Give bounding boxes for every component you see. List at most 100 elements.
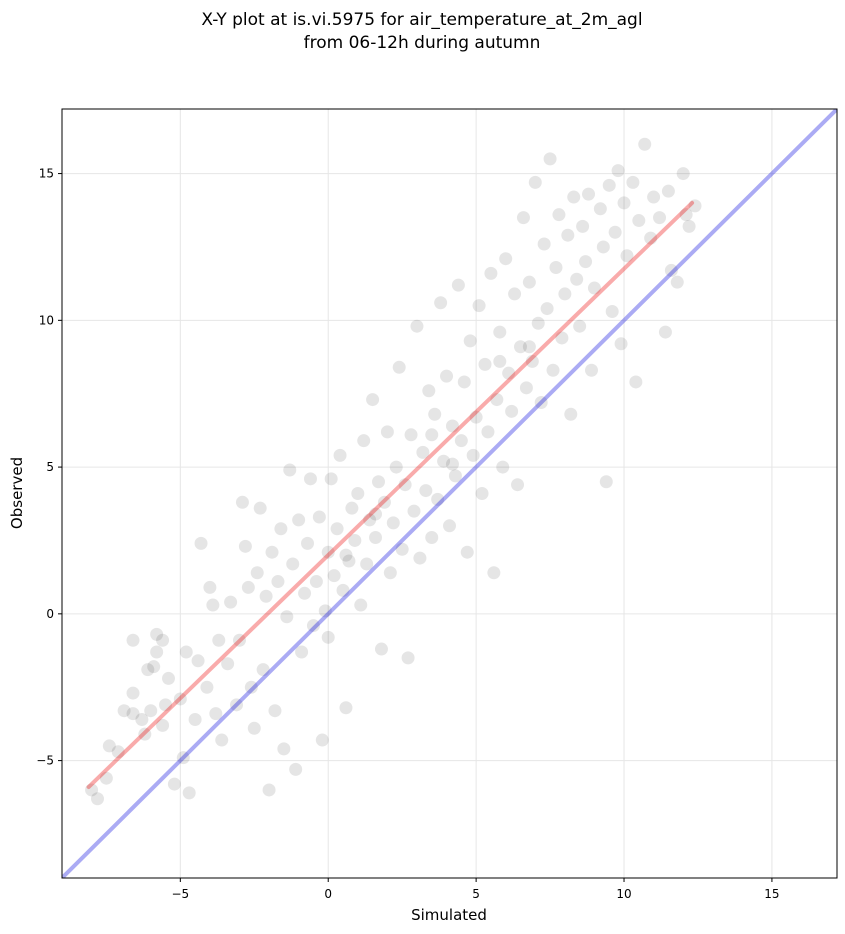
grid-lines: [62, 109, 837, 878]
data-point-71: [330, 522, 344, 536]
data-point-120: [475, 487, 489, 500]
data-point-165: [611, 164, 625, 178]
data-point-40: [241, 580, 255, 594]
data-point-146: [552, 208, 566, 222]
data-point-139: [531, 316, 545, 330]
data-point-183: [688, 199, 702, 213]
data-point-184: [425, 428, 439, 442]
data-point-10: [138, 727, 152, 741]
data-point-26: [191, 654, 205, 668]
data-point-154: [576, 219, 590, 233]
data-point-176: [658, 325, 672, 339]
data-point-66: [318, 604, 332, 618]
data-point-118: [469, 410, 483, 424]
data-point-151: [567, 190, 581, 204]
data-point-104: [428, 407, 442, 421]
identity-line: [62, 109, 837, 878]
data-point-57: [292, 513, 306, 527]
data-point-149: [561, 228, 575, 242]
y-tick-label-4: 15: [39, 167, 54, 181]
data-point-28: [200, 680, 214, 694]
data-point-111: [448, 469, 462, 483]
data-point-114: [457, 375, 471, 389]
data-point-101: [419, 484, 433, 498]
data-point-136: [522, 275, 536, 289]
y-tick-label-1: 0: [46, 607, 54, 621]
data-point-173: [644, 231, 658, 245]
data-point-186: [369, 507, 383, 521]
data-point-134: [516, 211, 530, 225]
data-point-8: [126, 633, 140, 647]
data-point-182: [682, 219, 696, 233]
data-point-166: [614, 337, 628, 351]
data-point-168: [620, 249, 634, 263]
data-point-126: [493, 325, 507, 339]
data-point-81: [360, 557, 374, 571]
data-point-55: [286, 557, 300, 571]
data-point-148: [558, 287, 572, 301]
data-point-162: [602, 178, 616, 192]
data-point-21: [173, 692, 187, 706]
data-point-64: [312, 510, 326, 524]
y-tick-label-0: −5: [36, 754, 54, 768]
data-point-137: [525, 354, 539, 368]
data-point-96: [404, 428, 418, 442]
data-point-73: [336, 583, 350, 597]
data-point-51: [274, 522, 288, 536]
data-point-112: [451, 278, 465, 292]
data-point-187: [522, 340, 536, 354]
data-point-86: [374, 642, 388, 656]
data-point-158: [587, 281, 601, 295]
data-point-77: [348, 533, 362, 547]
x-tick-label-2: 5: [472, 887, 480, 901]
plot-area: [62, 109, 837, 878]
data-point-135: [519, 381, 533, 395]
data-point-142: [540, 302, 554, 316]
x-tick-label-3: 10: [616, 887, 631, 901]
data-point-45: [256, 663, 270, 677]
data-point-144: [546, 363, 560, 377]
data-point-31: [209, 707, 223, 721]
data-point-48: [265, 545, 279, 559]
data-point-116: [463, 334, 477, 348]
data-point-185: [445, 457, 459, 471]
data-point-6: [126, 707, 140, 721]
data-point-157: [584, 363, 598, 377]
data-point-59: [298, 586, 312, 600]
data-point-58: [295, 645, 309, 659]
data-point-188: [339, 548, 353, 562]
data-point-130: [505, 404, 519, 418]
data-point-140: [534, 396, 548, 410]
data-point-53: [280, 610, 294, 624]
data-point-98: [410, 319, 424, 333]
data-point-127: [496, 460, 510, 474]
data-point-99: [413, 551, 427, 565]
data-point-89: [383, 566, 397, 580]
data-point-25: [188, 713, 202, 727]
chart-title-line-1: X-Y plot at is.vi.5975 for air_temperatu…: [201, 10, 642, 30]
data-point-179: [670, 275, 684, 289]
data-point-46: [259, 589, 273, 603]
data-point-29: [203, 580, 217, 594]
data-point-0: [85, 783, 99, 797]
data-point-110: [445, 419, 459, 433]
data-point-138: [528, 175, 542, 189]
data-point-95: [401, 651, 415, 665]
data-point-41: [244, 680, 258, 694]
data-point-74: [339, 701, 353, 715]
data-point-16: [156, 633, 170, 647]
data-point-2: [99, 771, 113, 785]
data-point-143: [543, 152, 557, 166]
data-point-13: [147, 660, 161, 674]
data-point-70: [327, 569, 341, 583]
data-point-24: [182, 786, 196, 800]
data-point-76: [345, 501, 359, 515]
data-point-67: [321, 545, 335, 559]
data-point-20: [167, 777, 181, 791]
data-point-178: [664, 263, 678, 277]
data-point-34: [221, 657, 235, 671]
data-point-93: [395, 542, 409, 556]
data-point-1: [90, 792, 104, 806]
data-point-62: [306, 619, 320, 633]
